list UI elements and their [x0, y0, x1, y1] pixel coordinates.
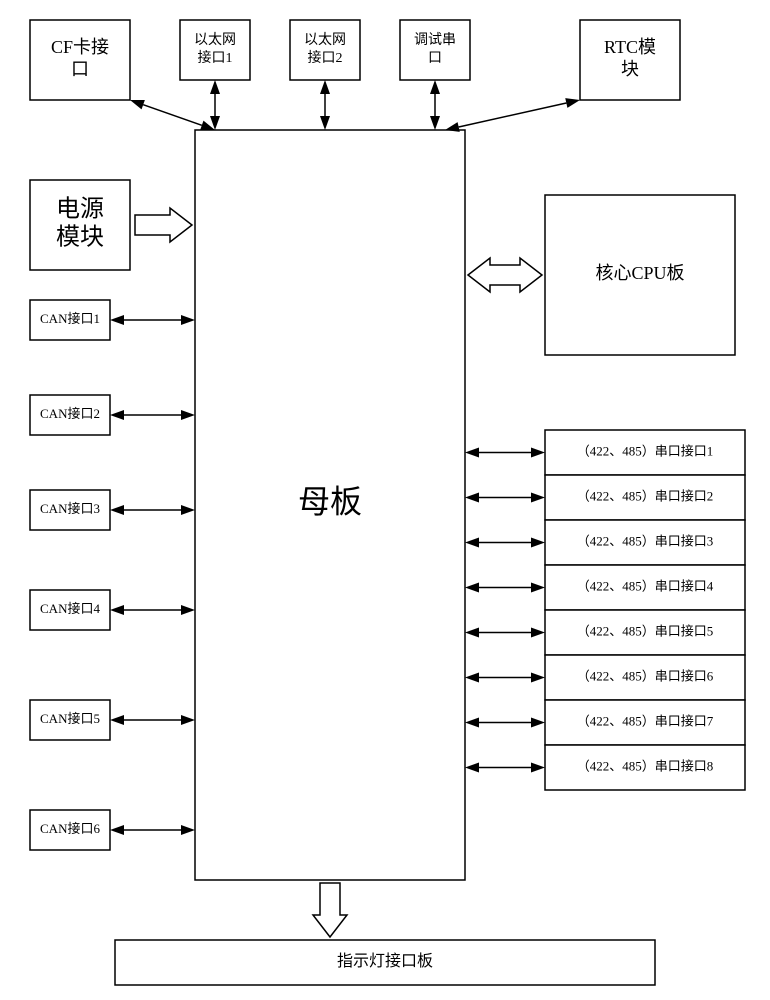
svg-text:口: 口 [428, 51, 442, 66]
can-port-5-label: CAN接口5 [40, 711, 100, 726]
arrow-serial-8 [465, 763, 545, 773]
svg-text:CF卡接: CF卡接 [51, 37, 109, 57]
serial-port-7-label: （422、485）串口接口7 [577, 713, 714, 728]
svg-text:以太网: 以太网 [304, 32, 346, 48]
arrow-eth1 [210, 80, 220, 130]
arrow-can-5 [110, 715, 195, 725]
svg-text:电源: 电源 [56, 196, 104, 223]
arrow-serial-5 [465, 628, 545, 638]
arrow-can-4 [110, 605, 195, 615]
led-board-label: 指示灯接口板 [337, 952, 433, 970]
serial-port-5-label: （422、485）串口接口5 [577, 623, 714, 638]
arrow-serial-2 [465, 493, 545, 503]
arrow-can-6 [110, 825, 195, 835]
arrow-can-3 [110, 505, 195, 515]
block-diagram: 母板CF卡接口以太网接口1以太网接口2调试串口RTC模块电源模块核心CPU板指示… [0, 0, 770, 1000]
can-port-3-label: CAN接口3 [40, 501, 100, 516]
arrow-serial-7 [465, 718, 545, 728]
motherboard-label: 母板 [298, 483, 362, 519]
arrow-serial-6 [465, 673, 545, 683]
serial-port-2-label: （422、485）串口接口2 [577, 488, 714, 503]
arrow-cf [130, 100, 215, 130]
svg-text:以太网: 以太网 [194, 32, 236, 48]
arrow-serial-4 [465, 583, 545, 593]
svg-text:RTC模: RTC模 [604, 37, 656, 57]
can-port-2-label: CAN接口2 [40, 406, 100, 421]
debug-serial [400, 20, 470, 80]
cpu-board-label: 核心CPU板 [595, 263, 684, 283]
svg-text:模块: 模块 [56, 224, 104, 251]
arrow-serial-3 [465, 538, 545, 548]
arrow-led [313, 883, 347, 937]
arrow-rtc [445, 98, 580, 132]
svg-text:口: 口 [71, 59, 89, 79]
ethernet-1 [180, 20, 250, 80]
arrow-cpu [468, 258, 542, 292]
serial-port-4-label: （422、485）串口接口4 [577, 578, 714, 593]
ethernet-2 [290, 20, 360, 80]
arrow-debug [430, 80, 440, 130]
arrow-serial-1 [465, 448, 545, 458]
svg-text:调试串: 调试串 [414, 32, 456, 48]
can-port-1-label: CAN接口1 [40, 311, 100, 326]
arrow-power [135, 208, 192, 242]
svg-text:块: 块 [621, 59, 639, 79]
serial-port-3-label: （422、485）串口接口3 [577, 533, 714, 548]
svg-text:接口1: 接口1 [198, 49, 233, 66]
can-port-6-label: CAN接口6 [40, 821, 100, 836]
arrow-eth2 [320, 80, 330, 130]
arrow-can-1 [110, 315, 195, 325]
can-port-4-label: CAN接口4 [40, 601, 100, 616]
serial-port-1-label: （422、485）串口接口1 [577, 443, 714, 458]
serial-port-8-label: （422、485）串口接口8 [577, 758, 714, 773]
serial-port-6-label: （422、485）串口接口6 [577, 668, 714, 683]
arrow-can-2 [110, 410, 195, 420]
svg-text:接口2: 接口2 [308, 49, 343, 66]
